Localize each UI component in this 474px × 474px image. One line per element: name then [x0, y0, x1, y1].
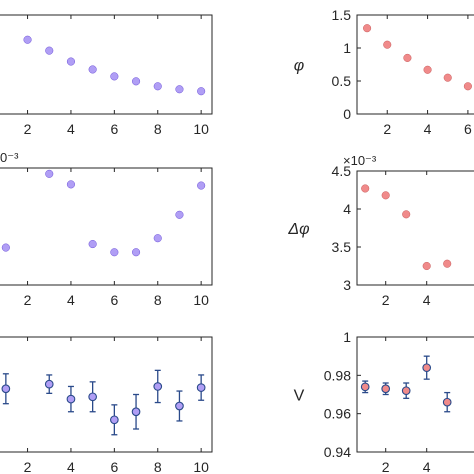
x-tick-label: 6 [110, 459, 118, 474]
data-point [381, 384, 391, 394]
x-tick-label: 10 [193, 459, 209, 474]
data-point [463, 82, 472, 91]
y-tick-label: 1.5 [332, 7, 352, 23]
x-tick-label: 4 [424, 121, 432, 137]
plot-area [0, 14, 213, 115]
data-point [110, 72, 119, 81]
data-point [383, 40, 392, 49]
y-tick-label: 4.5 [332, 163, 352, 179]
y-tick-label: 1 [343, 329, 351, 345]
data-point [153, 234, 162, 243]
data-point [45, 169, 54, 178]
data-point [153, 82, 162, 91]
data-point [131, 407, 141, 417]
data-point [45, 46, 54, 55]
x-tick-label: 4 [423, 459, 431, 474]
data-point [153, 382, 163, 391]
x-tick-label: 4 [67, 459, 75, 474]
y-tick-label: 0.98 [324, 367, 351, 383]
data-point [363, 24, 372, 33]
data-point [401, 386, 411, 396]
data-point [132, 77, 141, 86]
data-point [361, 184, 370, 193]
data-point [423, 65, 432, 74]
y-axis-label: φ [294, 58, 304, 75]
data-point [197, 87, 206, 96]
data-point [175, 210, 184, 219]
data-point [196, 383, 206, 392]
plot-area [356, 14, 474, 115]
data-point [422, 261, 431, 271]
y-tick-label: 4 [343, 201, 351, 217]
data-point [88, 240, 97, 249]
data-point [175, 85, 184, 94]
data-point [132, 248, 141, 257]
plot-area [0, 336, 213, 453]
x-tick-label: 10 [193, 121, 209, 137]
x-tick-label: 8 [154, 121, 162, 137]
y-tick-label: 3 [343, 277, 351, 293]
x-tick-label: 2 [382, 459, 390, 474]
chart-panel-right-top: 2 4 6 0 0.5 1 1.5 φ [294, 7, 474, 137]
data-point [109, 415, 119, 425]
data-point [66, 180, 75, 189]
data-point [1, 243, 10, 252]
data-point [88, 392, 97, 402]
x-tick-label: 2 [24, 459, 32, 474]
data-point [402, 210, 411, 219]
plot-area [356, 336, 474, 453]
x-tick-label: 4 [67, 121, 75, 137]
axis-exponent-label: ×10⁻³ [343, 153, 377, 168]
x-tick-label: 6 [110, 292, 118, 308]
axis-exponent-label: 0⁻³ [0, 150, 19, 165]
data-point [381, 191, 390, 200]
data-point [175, 401, 184, 411]
chart-panel-right-middle: 2 4 3 3.5 4 4.5 Δφ ×10⁻³ [287, 153, 474, 308]
y-tick-label: 0.96 [324, 406, 351, 422]
data-point [88, 65, 97, 74]
y-tick-label: 0.5 [332, 73, 352, 89]
x-tick-label: 8 [154, 292, 162, 308]
data-point [403, 53, 412, 62]
x-tick-label: 10 [193, 292, 209, 308]
y-tick-label: 0 [343, 106, 351, 122]
x-tick-label: 2 [24, 292, 32, 308]
x-tick-label: 2 [383, 121, 391, 137]
plot-area [356, 170, 474, 286]
data-point [443, 73, 452, 82]
y-axis-label: V [294, 388, 305, 405]
x-tick-label: 8 [154, 459, 162, 474]
y-axis-label: Δφ [287, 221, 309, 238]
chart-panel-right-bottom: 2 4 0.94 0.96 0.98 1 V [294, 329, 474, 474]
x-tick-label: 6 [464, 121, 472, 137]
plot-area [0, 167, 213, 286]
chart-panel-left-top: 2 4 6 8 10 [0, 14, 213, 137]
data-point [110, 248, 119, 257]
data-point [360, 382, 370, 392]
x-tick-label: 6 [110, 121, 118, 137]
x-tick-label: 4 [67, 292, 75, 308]
data-point [66, 394, 76, 404]
data-point [442, 397, 452, 407]
data-point [422, 363, 432, 373]
y-tick-label: 0.94 [324, 444, 351, 460]
data-point [44, 379, 54, 389]
x-tick-label: 2 [24, 121, 32, 137]
chart-panel-left-bottom: 2 4 6 8 10 [0, 336, 213, 474]
x-tick-label: 4 [423, 292, 431, 308]
y-tick-label: 1 [343, 40, 351, 56]
y-tick-label: 3.5 [332, 239, 352, 255]
x-tick-label: 2 [382, 292, 390, 308]
data-point [66, 57, 75, 66]
data-point [443, 259, 452, 268]
data-point [1, 384, 11, 394]
chart-panel-left-middle: 2 4 6 8 10 0⁻³ [0, 150, 213, 308]
data-point [197, 181, 206, 190]
data-point [23, 35, 32, 44]
